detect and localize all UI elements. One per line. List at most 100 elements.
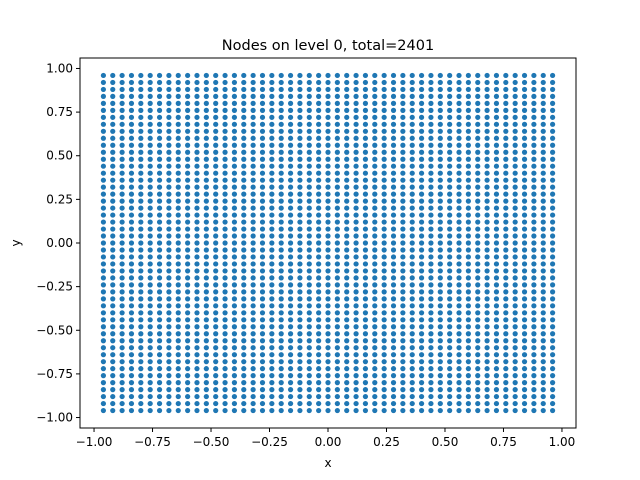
- scatter-point: [110, 393, 116, 400]
- scatter-point: [278, 268, 284, 274]
- scatter-point: [550, 324, 556, 330]
- scatter-point: [540, 240, 546, 246]
- scatter-point: [185, 205, 191, 211]
- scatter-point: [259, 142, 266, 148]
- scatter-point: [353, 198, 359, 204]
- scatter-point: [213, 163, 219, 169]
- scatter-point: [409, 310, 415, 316]
- scatter-point: [110, 373, 116, 379]
- scatter-point: [334, 184, 340, 190]
- scatter-point: [306, 387, 312, 393]
- scatter-point: [418, 254, 425, 260]
- scatter-point: [100, 324, 106, 330]
- scatter-point: [222, 233, 228, 239]
- scatter-point: [362, 191, 369, 197]
- scatter-point: [428, 205, 434, 211]
- scatter-point: [241, 128, 247, 134]
- scatter-point: [353, 324, 359, 330]
- scatter-point: [203, 400, 209, 407]
- scatter-point: [222, 282, 228, 288]
- scatter-point: [372, 268, 378, 274]
- scatter-point: [231, 135, 238, 141]
- scatter-point: [493, 163, 500, 169]
- scatter-point: [437, 289, 443, 295]
- scatter-point: [231, 219, 238, 225]
- scatter-point: [110, 387, 116, 393]
- scatter-point: [203, 387, 209, 393]
- scatter-point: [269, 254, 275, 260]
- scatter-point: [316, 86, 322, 93]
- scatter-point: [465, 352, 471, 358]
- scatter-point: [550, 289, 556, 295]
- scatter-point: [418, 156, 425, 162]
- scatter-point: [475, 310, 481, 316]
- scatter-point: [475, 191, 481, 197]
- scatter-point: [372, 128, 378, 134]
- scatter-point: [512, 184, 518, 190]
- scatter-point: [334, 142, 340, 148]
- scatter-point: [381, 373, 387, 379]
- scatter-point: [166, 254, 172, 260]
- scatter-point: [287, 352, 294, 358]
- scatter-point: [316, 393, 322, 400]
- scatter-point: [128, 135, 135, 141]
- scatter-point: [550, 254, 556, 260]
- scatter-point: [493, 268, 500, 274]
- scatter-point: [512, 380, 518, 386]
- scatter-point: [372, 247, 378, 253]
- scatter-point: [241, 317, 247, 323]
- scatter-point: [110, 268, 116, 274]
- scatter-point: [550, 366, 556, 372]
- scatter-point: [493, 400, 500, 407]
- scatter-point: [185, 387, 191, 393]
- scatter-point: [475, 324, 481, 330]
- scatter-point: [344, 156, 350, 162]
- scatter-point: [437, 240, 443, 246]
- scatter-point: [353, 317, 359, 323]
- scatter-point: [362, 359, 369, 365]
- scatter-point: [241, 219, 247, 225]
- scatter-point: [475, 366, 481, 372]
- scatter-point: [203, 226, 209, 232]
- scatter-point: [362, 226, 369, 232]
- scatter-point: [550, 359, 556, 365]
- scatter-point: [278, 114, 284, 120]
- scatter-point: [362, 184, 369, 190]
- scatter-point: [456, 282, 462, 288]
- scatter-point: [540, 338, 546, 344]
- scatter-point: [540, 212, 546, 218]
- scatter-point: [418, 86, 425, 93]
- scatter-point: [531, 400, 537, 407]
- scatter-point: [110, 135, 116, 141]
- scatter-point: [250, 240, 256, 246]
- scatter-point: [344, 226, 350, 232]
- scatter-point: [175, 142, 181, 148]
- scatter-point: [428, 393, 434, 400]
- scatter-point: [194, 373, 200, 379]
- scatter-point: [353, 142, 359, 148]
- scatter-point: [503, 247, 509, 253]
- scatter-point: [447, 317, 453, 323]
- scatter-point: [400, 177, 406, 183]
- y-tick-label: −0.75: [36, 367, 73, 381]
- scatter-point: [297, 149, 303, 155]
- scatter-point: [372, 72, 378, 79]
- scatter-point: [503, 324, 509, 330]
- scatter-point: [475, 100, 481, 106]
- scatter-point: [475, 303, 481, 309]
- scatter-point: [166, 317, 172, 323]
- scatter-point: [400, 296, 406, 302]
- scatter-point: [316, 135, 322, 141]
- scatter-point: [531, 324, 537, 330]
- scatter-point: [166, 296, 172, 302]
- scatter-point: [418, 373, 425, 379]
- scatter-point: [175, 135, 181, 141]
- scatter-point: [353, 380, 359, 386]
- scatter-point: [306, 393, 312, 400]
- scatter-point: [344, 100, 350, 106]
- scatter-point: [400, 289, 406, 295]
- scatter-point: [100, 393, 106, 400]
- scatter-point: [297, 142, 303, 148]
- scatter-point: [344, 107, 350, 113]
- scatter-point: [316, 317, 322, 323]
